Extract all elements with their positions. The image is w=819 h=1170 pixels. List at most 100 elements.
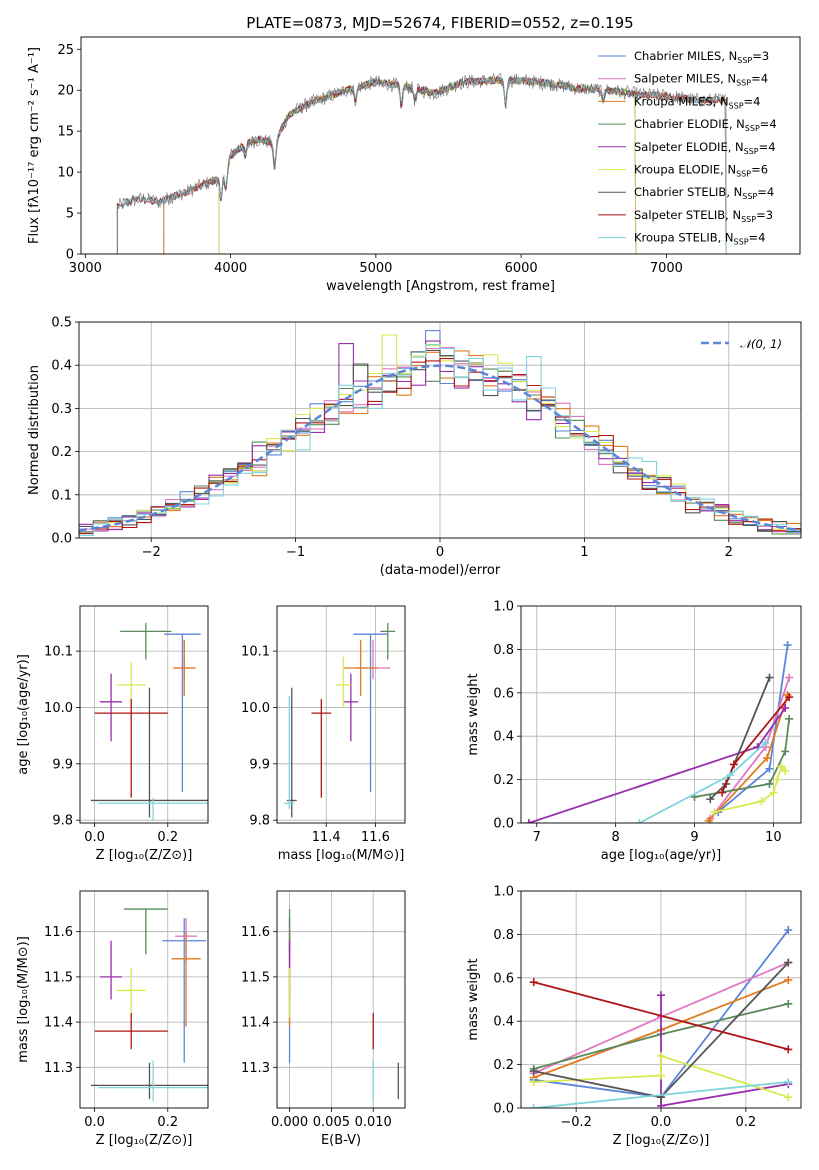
plot-area	[277, 891, 405, 1108]
y-axis-label: mass weight	[466, 673, 481, 755]
y-tick-label: 1.0	[493, 600, 514, 615]
y-tick-label: 15	[57, 125, 74, 140]
series-marker	[765, 779, 774, 788]
y-tick-label: 9.9	[249, 757, 270, 772]
x-tick-label: 11.6	[361, 830, 390, 845]
errorbar-point	[120, 622, 172, 660]
y-tick-label: 0.0	[493, 817, 514, 832]
legend-subscript: SSP	[736, 79, 751, 88]
y-tick-label: 0.4	[51, 359, 72, 374]
series-marker	[529, 978, 538, 987]
errorbar-point	[90, 1062, 208, 1099]
legend-label: 𝒩(0, 1)	[740, 337, 782, 351]
errorbar-point	[123, 908, 168, 955]
x-axis-label: (data-model)/error	[380, 563, 501, 578]
errorbar-point	[171, 931, 201, 1027]
legend-subscript: SSP	[734, 238, 749, 247]
axes-frame	[520, 605, 802, 824]
legend-value: =4	[760, 117, 777, 131]
series-marker	[784, 975, 793, 984]
series-marker	[657, 1051, 665, 1060]
x-tick-label: 0.0	[84, 1115, 105, 1130]
errorbar-point	[98, 1060, 208, 1102]
series-marker	[773, 775, 782, 784]
y-tick-label: 10.0	[241, 701, 270, 716]
y-tick-label: 0.6	[493, 971, 514, 986]
x-tick-label: 0.000	[271, 1115, 308, 1130]
x-tick-label: −0.2	[560, 1115, 592, 1130]
series-marker	[781, 766, 790, 775]
legend-label: Kroupa ELODIE, NSSP=6	[634, 163, 768, 179]
errorbar-point	[343, 639, 378, 697]
y-tick-label: 9.8	[249, 814, 270, 829]
x-tick-label: 6000	[505, 261, 538, 276]
series-marker	[761, 738, 770, 747]
normal-curve	[79, 364, 801, 532]
series-marker	[784, 1045, 793, 1054]
series-marker	[781, 703, 790, 712]
y-axis-label: Flux [fλ10⁻¹⁷ erg cm⁻² s⁻¹ A⁻¹]	[27, 47, 42, 244]
plot-area	[116, 72, 727, 254]
panel-mass-vs-Z: 0.0 0.2 11.3 11.4 11.5 11.6 Z [log₁₀(Z/Z⊙)] mas…	[16, 890, 209, 1148]
legend-subscript: SSP	[745, 124, 760, 133]
plot-area	[277, 606, 405, 823]
errorbar-point	[286, 687, 297, 818]
legend-label: Salpeter STELIB, NSSP=3	[634, 208, 773, 224]
series-marker	[785, 673, 794, 682]
y-tick-label: 10.1	[241, 645, 270, 660]
y-tick-label: 0.5	[51, 316, 72, 331]
x-tick-label: 3000	[69, 261, 102, 276]
spectrum-model-line	[218, 75, 637, 254]
x-tick-label: 5000	[359, 261, 392, 276]
axes-frame	[276, 605, 406, 824]
y-tick-label: 9.9	[52, 757, 73, 772]
x-axis-label: mass [log₁₀(M/M⊙)]	[278, 848, 405, 863]
series-line	[528, 707, 786, 823]
x-axis-label: wavelength [Angstrom, rest frame]	[326, 279, 555, 294]
y-tick-label: 11.6	[44, 925, 73, 940]
spectrum-model-line	[218, 76, 637, 254]
series-marker	[763, 753, 772, 762]
series-marker	[710, 808, 719, 817]
series-marker	[635, 819, 644, 823]
legend-value: =4	[751, 72, 768, 86]
plot-area	[79, 322, 801, 538]
x-axis-label: Z [log₁₀(Z/Z⊙)]	[96, 1133, 193, 1148]
series-line	[533, 1054, 789, 1099]
y-tick-label: 0.3	[51, 402, 72, 417]
plot-area	[521, 891, 801, 1108]
legend-subscript: SSP	[737, 56, 752, 65]
y-tick-label: 0.2	[493, 773, 514, 788]
series-marker	[706, 795, 715, 804]
errorbar-point	[173, 639, 196, 697]
panel-massweight-vs-Z: −0.2 0.0 0.2 0.0 0.2 0.4 0.6 0.8 1.0 Z [log₁₀(Z/Z…	[466, 885, 802, 1148]
plot-area	[80, 606, 208, 823]
legend-subscript: SSP	[736, 170, 751, 179]
x-tick-label: 4000	[214, 261, 247, 276]
x-axis-label: Z [log₁₀(Z/Z⊙)]	[96, 848, 193, 863]
x-tick-label: 0	[436, 545, 444, 560]
x-tick-label: 0.0	[651, 1115, 672, 1130]
y-tick-label: 11.3	[44, 1061, 73, 1076]
x-tick-label: 0.0	[84, 830, 105, 845]
legend-value: =6	[751, 163, 768, 177]
x-axis-label: age [log₁₀(age/yr)]	[601, 848, 722, 863]
series-line	[533, 1081, 789, 1108]
y-tick-label: 0.0	[51, 532, 72, 547]
series-marker	[757, 797, 766, 806]
errorbar-point	[164, 633, 201, 792]
series-marker	[726, 771, 735, 780]
panel-spectrum: 3000 4000 5000 6000 7000 0 5 10 15 20 25 wavelength…	[27, 36, 801, 294]
y-tick-label: 11.4	[241, 1016, 270, 1031]
x-tick-label: 11.4	[312, 830, 341, 845]
plot-area	[521, 606, 801, 823]
y-tick-label: 0.4	[493, 730, 514, 745]
series-marker	[657, 1101, 665, 1108]
y-tick-label: 11.5	[44, 970, 73, 985]
errorbar-point	[90, 687, 208, 818]
x-axis-label: E(B-V)	[321, 1133, 361, 1148]
series-marker	[784, 926, 793, 935]
legend-subscript: SSP	[741, 215, 756, 224]
x-tick-label: 7	[533, 830, 541, 845]
series-marker	[657, 1071, 665, 1080]
